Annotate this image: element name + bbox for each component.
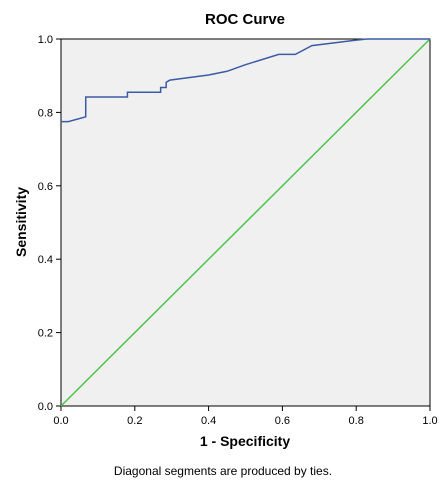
x-tick-label: 0.0 bbox=[53, 415, 68, 427]
chart-title: ROC Curve bbox=[205, 11, 285, 28]
axes: 0.0 0.2 0.4 0.6 0.8 1.0 0.0 0.2 0.4 0.6 0.8 1.0 bbox=[38, 34, 438, 427]
y-tick-label: 0.4 bbox=[38, 254, 53, 266]
x-tick-label: 0.2 bbox=[127, 415, 142, 427]
y-tick-label: 0.0 bbox=[38, 401, 53, 413]
y-tick-label: 0.6 bbox=[38, 181, 53, 193]
series-layer bbox=[60, 38, 431, 407]
y-tick-label: 0.8 bbox=[38, 107, 53, 119]
y-tick-label: 1.0 bbox=[38, 34, 53, 46]
y-axis-label: Sensitivity bbox=[13, 187, 29, 257]
chart-footnote: Diagonal segments are produced by ties. bbox=[114, 464, 332, 478]
x-tick-label: 0.8 bbox=[349, 415, 364, 427]
roc-curve-line bbox=[61, 38, 430, 123]
reference-diagonal-line bbox=[60, 38, 431, 407]
x-tick-label: 0.6 bbox=[275, 415, 290, 427]
y-tick-label: 0.2 bbox=[38, 328, 53, 340]
x-tick-label: 1.0 bbox=[422, 415, 437, 427]
x-axis-label: 1 - Specificity bbox=[200, 433, 290, 449]
x-tick-label: 0.4 bbox=[201, 415, 216, 427]
